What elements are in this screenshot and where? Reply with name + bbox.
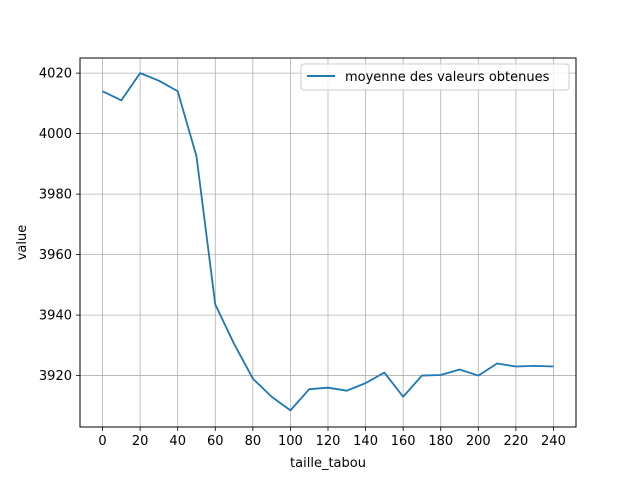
- x-tick-label: 180: [428, 434, 453, 449]
- x-tick-label: 60: [207, 434, 224, 449]
- x-tick-label: 80: [245, 434, 262, 449]
- x-tick-label: 20: [132, 434, 149, 449]
- x-tick-label: 120: [316, 434, 341, 449]
- legend: moyenne des valeurs obtenues: [300, 63, 570, 91]
- legend-box: [300, 63, 570, 91]
- y-tick-label: 3920: [39, 369, 72, 384]
- x-tick-label: 220: [503, 434, 528, 449]
- y-tick-label: 4020: [39, 67, 72, 82]
- x-tick-label: 140: [353, 434, 378, 449]
- x-tick-label: 200: [466, 434, 491, 449]
- y-tick-label: 3940: [39, 309, 72, 324]
- y-axis-ticks: 3920 3940 3960 3980 4000 4020: [39, 67, 80, 384]
- x-tick-label: 160: [391, 434, 416, 449]
- series-line: [102, 72, 554, 412]
- y-tick-label: 3980: [39, 188, 72, 203]
- x-tick-label: 40: [169, 434, 186, 449]
- y-tick-label: 3960: [39, 248, 72, 263]
- x-axis-label: taille_tabou: [290, 456, 366, 471]
- y-axis-label: value: [15, 225, 30, 261]
- x-tick-label: 100: [278, 434, 303, 449]
- x-axis-ticks: 0 20 40 60 80 100 120 140 160 180 200 220 240: [98, 427, 566, 449]
- x-tick-label: 0: [98, 434, 106, 449]
- x-tick-label: 240: [541, 434, 566, 449]
- legend-label: moyenne des valeurs obtenues: [345, 70, 550, 85]
- y-tick-label: 4000: [39, 127, 72, 142]
- series-layer: [102, 72, 554, 412]
